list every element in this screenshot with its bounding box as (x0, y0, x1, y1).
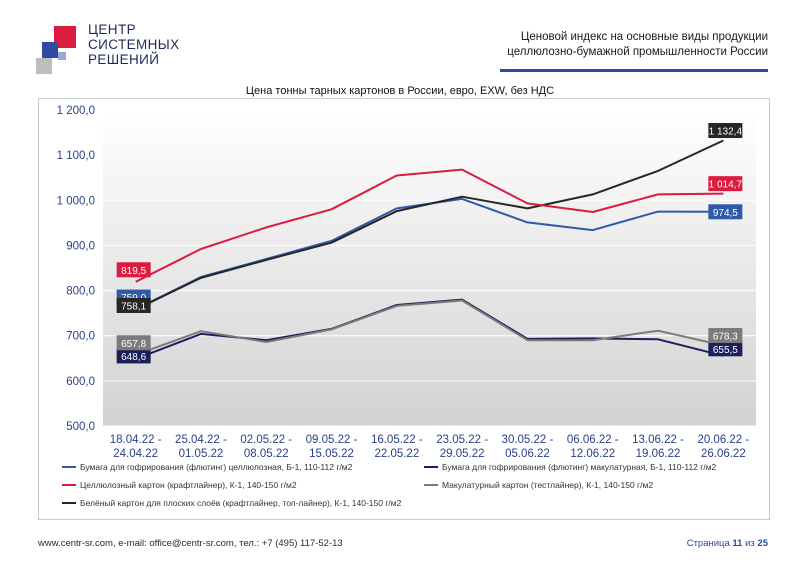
plot-area (103, 110, 756, 426)
data-label: 974,5 (708, 204, 743, 220)
y-tick-label: 1 200,0 (57, 105, 95, 117)
header-line-2: целлюлозно-бумажной промышленности Росси… (507, 46, 768, 58)
data-label-text: 648,6 (121, 352, 146, 363)
y-tick-label: 900,0 (66, 240, 95, 252)
header-accent-bar (500, 69, 768, 72)
x-axis-ticks: 18.04.22 -24.04.22 25.04.22 -01.05.22 02.0… (110, 434, 750, 460)
legend-label: Целлюлозный картон (крафтлайнер), К-1, 1… (80, 480, 297, 490)
y-tick-label: 600,0 (66, 376, 95, 388)
page-number: Страница 11 из 25 (687, 538, 768, 549)
logo-text: ЦЕНТР СИСТЕМНЫХ РЕШЕНИЙ (88, 22, 180, 67)
data-label-text: 678,3 (713, 332, 738, 343)
company-logo (34, 20, 184, 80)
legend-item: Макулатурный картон (тестлайнер), К-1, 1… (424, 480, 653, 490)
x-tick-label: 23.05.22 -29.05.22 (436, 434, 488, 460)
data-label: 648,6 (116, 348, 151, 364)
data-label: 1 132,4 (708, 123, 743, 139)
legend-item: Белёный картон для плоских слоёв (крафтл… (62, 498, 402, 508)
series-line (135, 168, 724, 283)
data-label-text: 1 132,4 (709, 127, 743, 138)
page-prefix: Страница (686, 538, 730, 549)
y-tick-label: 800,0 (66, 286, 95, 298)
chart-title: Цена тонны тарных картонов в России, евр… (245, 85, 555, 97)
data-label: 819,5 (116, 262, 151, 278)
logo-line-1: ЦЕНТР (88, 22, 136, 37)
legend-item: Бумага для гофрирования (флютинг) макула… (424, 462, 717, 472)
grid-lines (103, 109, 756, 427)
logo-square-gray (36, 58, 52, 74)
x-tick-label: 16.05.22 -22.05.22 (371, 434, 423, 460)
logo-square-red (54, 26, 76, 48)
x-tick-label: 13.06.22 -19.06.22 (632, 434, 684, 460)
document-header: Ценовой индекс на основные виды продукци… (468, 30, 768, 60)
legend: Бумага для гофрирования (флютинг) целлюл… (62, 462, 717, 508)
x-tick-label: 20.06.22 -26.06.22 (697, 434, 749, 460)
page-mid: из (745, 538, 755, 549)
series-line (135, 139, 724, 311)
data-label: 657,8 (116, 335, 151, 351)
series-line (135, 299, 724, 356)
data-label-text: 974,5 (713, 208, 738, 219)
data-label: 655,5 (708, 341, 743, 357)
x-tick-label: 18.04.22 -24.04.22 (110, 434, 162, 460)
logo-line-3: РЕШЕНИЙ (88, 52, 160, 67)
legend-label: Бумага для гофрирования (флютинг) макула… (442, 462, 717, 472)
logo-square-blue (42, 42, 58, 58)
y-axis-ticks: 500,0 600,0 700,0 800,0 900,0 1 000,0 1 100,0 1… (57, 105, 95, 433)
logo-square-light (58, 52, 66, 60)
data-label: 1 014,7 (708, 176, 743, 192)
legend-item: Бумага для гофрирования (флютинг) целлюл… (62, 462, 353, 472)
data-label-text: 819,5 (121, 266, 146, 277)
legend-label: Бумага для гофрирования (флютинг) целлюл… (80, 462, 353, 472)
data-label-text: 758,1 (121, 301, 146, 312)
data-label: 678,3 (708, 328, 743, 344)
y-tick-label: 500,0 (66, 421, 95, 433)
logo-line-2: СИСТЕМНЫХ (88, 37, 180, 52)
y-tick-label: 1 100,0 (57, 150, 95, 162)
x-tick-label: 25.04.22 -01.05.22 (175, 434, 227, 460)
legend-label: Макулатурный картон (тестлайнер), К-1, 1… (442, 480, 653, 490)
series-lines (135, 139, 724, 360)
x-tick-label: 02.05.22 -08.05.22 (240, 434, 292, 460)
x-tick-label: 30.05.22 -05.06.22 (502, 434, 554, 460)
y-tick-label: 1 000,0 (57, 195, 95, 207)
header-line-1: Ценовой индекс на основные виды продукци… (520, 31, 768, 43)
footer-contacts: www.centr-sr.com, e-mail: office@centr-s… (38, 538, 343, 549)
legend-label: Белёный картон для плоских слоёв (крафтл… (80, 498, 402, 508)
data-label: 758,1 (116, 297, 151, 313)
data-label-text: 657,8 (121, 339, 146, 350)
data-label-text: 1 014,7 (709, 180, 743, 191)
x-tick-label: 06.06.22 -12.06.22 (567, 434, 619, 460)
page-current: 11 (732, 538, 743, 549)
page-total: 25 (757, 538, 768, 549)
y-tick-label: 700,0 (66, 331, 95, 343)
data-label-text: 655,5 (713, 345, 738, 356)
legend-item: Целлюлозный картон (крафтлайнер), К-1, 1… (62, 480, 297, 490)
x-tick-label: 09.05.22 -15.05.22 (306, 434, 358, 460)
